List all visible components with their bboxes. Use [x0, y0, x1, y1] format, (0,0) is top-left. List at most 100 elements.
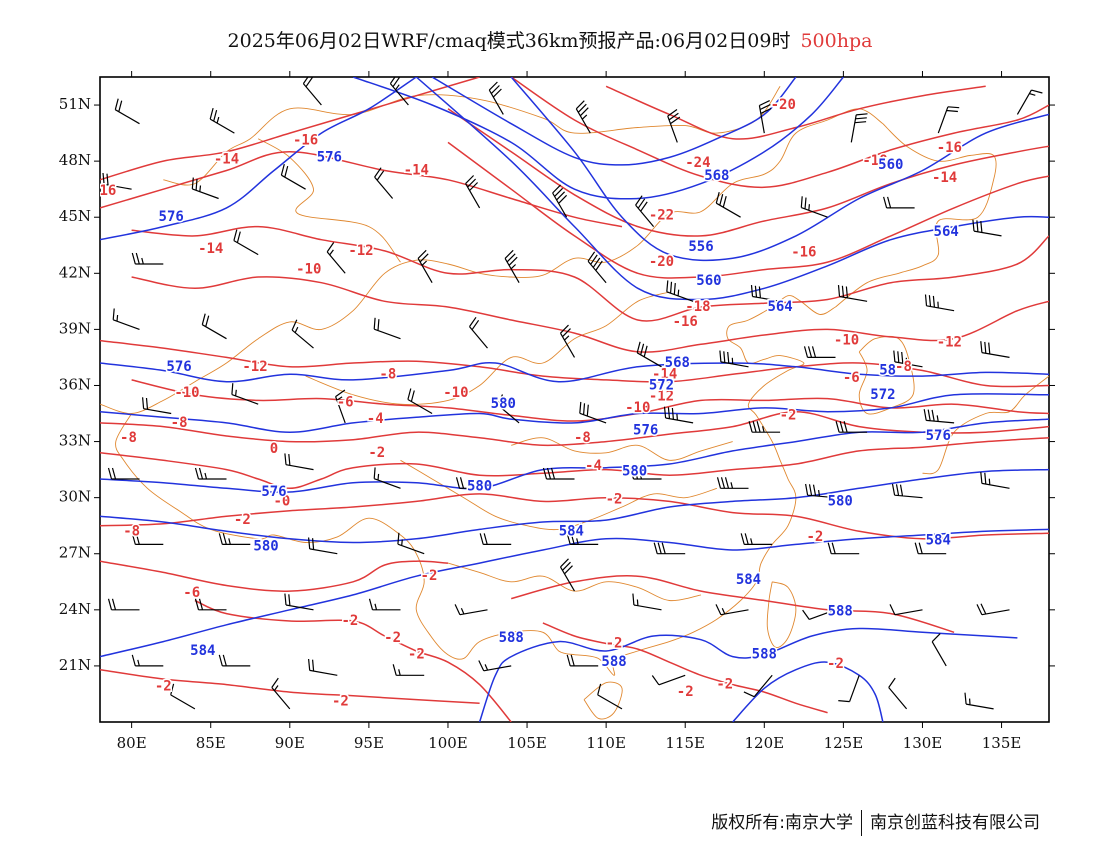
wind-barb [114, 98, 140, 125]
geopotential-label: 580 [253, 538, 278, 554]
wind-barb [931, 633, 947, 667]
wind-barb [497, 394, 520, 424]
geopotential-contour [732, 661, 884, 722]
wind-barb [417, 249, 433, 283]
copyright-text: 版权所有:南京大学 [711, 813, 853, 833]
temperature-label: -2 [780, 407, 797, 423]
lat-tick-label: 33N [59, 432, 91, 450]
wind-barb [924, 294, 955, 312]
wind-barb [980, 341, 1010, 358]
wind-barb [750, 285, 781, 302]
wind-barb [889, 604, 923, 616]
temperature-label: -10 [625, 400, 650, 416]
map-title: 2025年06月02日WRF/cmaq模式36km预报产品:06月02日09时 5… [0, 26, 1100, 53]
temperature-label: -18 [862, 153, 887, 169]
geopotential-label: 580 [491, 396, 516, 412]
temperature-label: -6 [183, 585, 200, 601]
wind-barb [888, 677, 908, 710]
temperature-contour [542, 622, 828, 714]
lat-tick-label: 21N [59, 656, 91, 674]
wind-barb [758, 100, 772, 134]
wind-barb [326, 242, 346, 274]
lat-tick-label: 51N [59, 95, 91, 113]
lat-tick-label: 27N [59, 544, 91, 562]
temperature-contour [194, 599, 512, 722]
wind-barb [335, 389, 346, 424]
border-line [922, 375, 1049, 475]
temperature-label: -2 [716, 677, 733, 693]
temperature-label: -16 [673, 314, 698, 330]
geopotential-label: 568 [665, 355, 690, 371]
wind-barb [716, 477, 749, 489]
axis-layer: 51N 48N 45N 42N 39N 36N 33N 30N 27N 24N 21N 80E 85E 9… [59, 71, 1055, 752]
lat-tick-label: 45N [59, 207, 91, 225]
border-line [305, 291, 670, 405]
map-frame [99, 76, 1050, 723]
geopotential-contour [352, 77, 844, 200]
temperature-label: -2 [408, 647, 425, 663]
temperature-label: -2 [827, 656, 844, 672]
temperature-label: -2 [332, 693, 349, 709]
wind-barb [209, 107, 235, 134]
wind-barb [805, 483, 836, 499]
lon-tick-label: 105E [507, 734, 547, 752]
temperature-label: -8 [379, 366, 396, 382]
geopotential-label: 560 [696, 273, 721, 289]
temperature-label: -12 [348, 243, 373, 259]
wind-barb [194, 598, 227, 611]
wind-barb [837, 285, 868, 302]
lat-tick-label: 42N [59, 263, 91, 281]
wind-barb [835, 421, 868, 433]
lon-tick-label: 130E [903, 734, 943, 752]
wind-barb [976, 603, 1010, 616]
temperature-label: -14 [198, 241, 223, 257]
wind-barb [389, 77, 409, 106]
border-line [574, 295, 836, 676]
temperature-label: -14 [404, 162, 429, 178]
temperature-contour [131, 379, 1049, 422]
geopotential-label: 576 [166, 359, 191, 375]
wind-barb [635, 195, 655, 227]
wind-barb [271, 677, 291, 710]
wind-barb [883, 196, 915, 209]
company-name: 南京创蓝科技有限公司 [870, 813, 1040, 833]
wind-barb [891, 483, 923, 499]
wind-barb [575, 100, 591, 134]
wind-barb [803, 346, 836, 358]
wind-barb [566, 533, 599, 545]
wind-barb [653, 542, 686, 555]
contour-label-layer: 16-16-14-14-20-24 -18-16-14-22-20-16-14 -1… [100, 96, 964, 711]
lat-tick-label: 30N [59, 488, 91, 506]
temperature-contour [100, 339, 1049, 388]
wind-barb [142, 397, 172, 415]
temperature-contour [511, 575, 955, 634]
wind-barb [559, 558, 576, 592]
geopotential-label: 560 [878, 157, 903, 173]
temperature-label: -16 [937, 140, 962, 156]
wind-barb [542, 467, 575, 480]
temperature-contour [510, 77, 1049, 189]
wind-barb [587, 251, 607, 284]
temperature-label: -2 [155, 678, 172, 694]
temperature-contour [100, 77, 480, 181]
temperature-contour [131, 225, 1049, 322]
temperature-label: -20 [649, 254, 674, 270]
wind-barb [1016, 89, 1043, 115]
wind-barb [636, 341, 662, 368]
wind-barb [131, 533, 164, 545]
wind-barb [454, 604, 488, 616]
geopotential-label: 572 [649, 377, 674, 393]
wind-barb [743, 674, 773, 698]
geopotential-label: 584 [736, 572, 761, 588]
lat-tick-label: 39N [59, 319, 91, 337]
wind-barb [651, 674, 686, 686]
wind-barb [397, 532, 425, 555]
title-level: 500hpa [800, 30, 873, 52]
border-line [115, 413, 575, 660]
temperature-label: -16 [791, 245, 816, 261]
temperature-label: -2 [606, 635, 623, 651]
wind-barb [102, 172, 132, 190]
border-layer [100, 86, 1049, 720]
wind-barb [715, 192, 741, 218]
